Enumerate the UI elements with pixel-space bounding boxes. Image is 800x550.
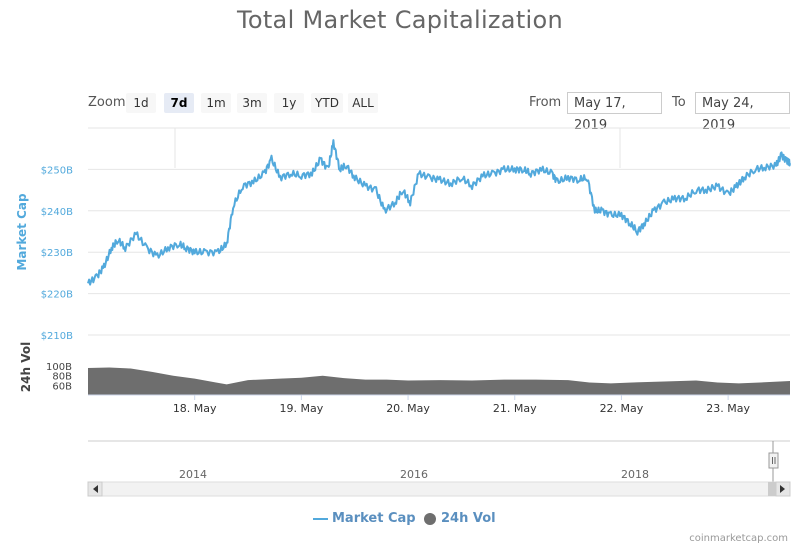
y-tick-label: $240B [41,207,73,218]
y-tick-label: $210B [41,331,73,342]
zoom-all-button[interactable]: ALL [348,93,378,113]
zoom-7d-button[interactable]: 7d [164,93,194,113]
from-date-input[interactable]: May 17, 2019 [567,92,662,133]
x-tick-label: 18. May [173,402,217,415]
chart-title: Total Market Capitalization [236,6,563,34]
scrollbar-track[interactable] [87,481,791,497]
zoom-1m-button[interactable]: 1m [201,93,231,113]
navigator-tick-label: 2018 [621,468,649,481]
x-tick-label: 20. May [386,402,430,415]
navigator-tick-label: 2014 [179,468,207,481]
zoom-3m-button[interactable]: 3m [237,93,267,113]
arrow-right-icon [780,485,785,493]
grid-lines [88,127,790,336]
navigator-ticks: 2014 2016 2018 [179,468,649,481]
volume-tick-label: 60B [52,381,72,392]
y-axis-ticks: $210B $220B $230B $240B $250B [41,165,73,342]
volume-tick-label: 100B [46,362,72,373]
y-axis-label: Market Cap [15,193,29,271]
navigator-handle[interactable] [768,452,779,469]
x-tick-label: 21. May [493,402,537,415]
navigator-tick-label: 2016 [400,468,428,481]
navigator[interactable]: 2014 2016 2018 [88,440,790,482]
scrollbar-thumb[interactable] [768,482,776,496]
to-date-input[interactable]: May 24, 2019 [695,92,790,133]
volume-tick-label: 80B [52,372,72,383]
y-tick-label: $220B [41,290,73,301]
from-label: From [529,95,562,110]
legend-market-cap[interactable]: Market Cap [332,511,416,526]
market-cap-line-path [87,139,791,286]
to-label: To [672,95,686,110]
x-axis-ticks: 18. May 19. May 20. May 21. May 22. May 23. M… [173,395,750,415]
x-tick-label: 19. May [280,402,324,415]
arrow-left-icon [93,485,98,493]
volume-area [88,367,790,396]
legend-volume-marker [424,513,436,525]
legend-volume[interactable]: 24h Vol [441,511,496,526]
y-tick-label: $230B [41,248,73,259]
y-tick-label: $250B [41,165,73,176]
volume-area-path [88,367,790,395]
x-tick-label: 23. May [706,402,750,415]
credit-link[interactable]: coinmarketcap.com [689,533,788,544]
scrollbar[interactable] [87,481,791,497]
market-cap-line [87,139,791,286]
x-tick-label: 22. May [600,402,644,415]
zoom-label: Zoom [88,95,126,110]
volume-axis-label: 24h Vol [19,342,33,392]
zoom-1d-button[interactable]: 1d [126,93,156,113]
zoom-ytd-button[interactable]: YTD [311,93,343,113]
zoom-1y-button[interactable]: 1y [274,93,304,113]
